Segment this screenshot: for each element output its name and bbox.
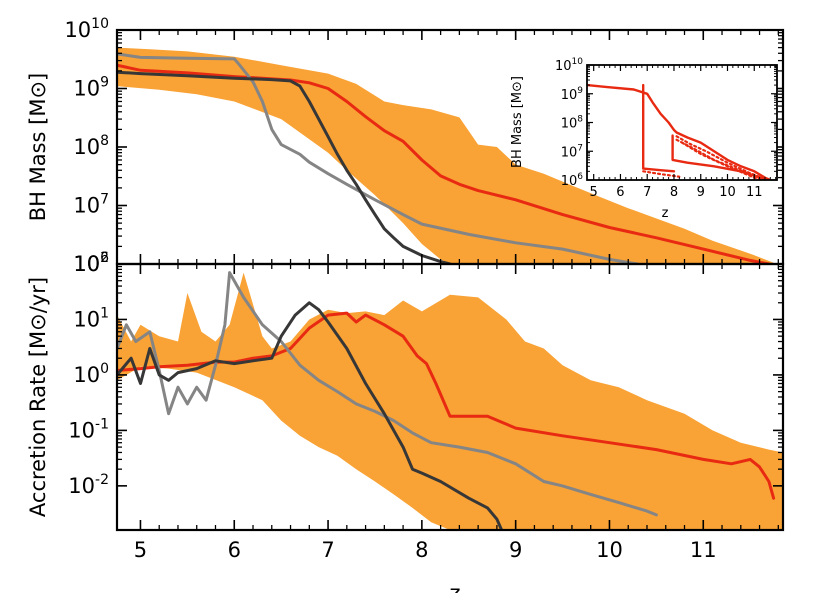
y-tick-label: 10-1 bbox=[68, 416, 109, 442]
x-tick-label: 10 bbox=[719, 185, 736, 200]
bottom-spread-band bbox=[117, 272, 783, 530]
x-tick-label: 8 bbox=[670, 185, 678, 200]
y-tick-label: 107 bbox=[561, 143, 583, 160]
series-line-2 bbox=[117, 70, 452, 264]
bottom-ylabel: Accretion Rate [M⊙/yr] bbox=[26, 277, 50, 517]
top-ylabel: BH Mass [M⊙] bbox=[26, 73, 50, 222]
x-tick-label: 6 bbox=[616, 185, 624, 200]
y-tick-label: 109 bbox=[561, 86, 584, 103]
x-tick-label: 5 bbox=[590, 185, 598, 200]
y-tick-label: 10-2 bbox=[68, 472, 109, 498]
series-line-1 bbox=[117, 271, 658, 517]
y-tick-label: 102 bbox=[73, 250, 109, 276]
x-tick-label: 5 bbox=[134, 538, 147, 562]
y-tick-label: 108 bbox=[73, 133, 109, 159]
x-tick-label: 8 bbox=[415, 538, 428, 562]
bottom-panel: 5 6 7 8 9 10 11 10-2 10-1 100 101 102 Accretion Rat… bbox=[26, 250, 785, 593]
y-tick-label: 101 bbox=[73, 305, 109, 331]
bottom-ticks: 5 6 7 8 9 10 11 10-2 10-1 100 101 102 bbox=[68, 250, 783, 562]
series-line-4 bbox=[675, 135, 769, 180]
series-line-5 bbox=[675, 138, 769, 180]
series-line-6 bbox=[680, 141, 764, 180]
x-tick-label: 7 bbox=[321, 538, 334, 562]
series-line-0 bbox=[117, 311, 776, 500]
inset-panel: 5 6 7 8 9 10 11 106 107 108 109 1010 BH Mass [M⊙] z bbox=[510, 57, 778, 221]
y-tick-label: 106 bbox=[561, 172, 584, 189]
x-tick-label: 7 bbox=[643, 185, 651, 200]
series-line-2 bbox=[117, 301, 504, 530]
x-tick-label: 9 bbox=[697, 185, 705, 200]
x-tick-label: 9 bbox=[509, 538, 522, 562]
y-tick-label: 106 bbox=[73, 250, 109, 276]
x-tick-label: 10 bbox=[596, 538, 623, 562]
inset-ticks: 5 6 7 8 9 10 11 106 107 108 109 1010 bbox=[555, 57, 777, 200]
top-series-lines bbox=[117, 52, 771, 264]
x-tick-label: 6 bbox=[228, 538, 241, 562]
bottom-series-lines bbox=[117, 271, 776, 530]
x-tick-label: 11 bbox=[746, 185, 763, 200]
series-line-3 bbox=[642, 170, 681, 178]
x-tick-label: 11 bbox=[690, 538, 717, 562]
y-tick-label: 1010 bbox=[64, 16, 109, 42]
top-spread-band bbox=[117, 47, 774, 264]
bottom-xlabel: z bbox=[449, 581, 460, 593]
spread-band bbox=[117, 47, 774, 264]
inset-ylabel: BH Mass [M⊙] bbox=[510, 76, 525, 168]
y-tick-label: 108 bbox=[561, 115, 584, 132]
y-tick-label: 1010 bbox=[555, 57, 583, 74]
y-tick-label: 107 bbox=[73, 192, 109, 218]
spread-band bbox=[117, 272, 783, 530]
y-tick-label: 100 bbox=[73, 361, 109, 387]
y-tick-label: 109 bbox=[73, 75, 109, 101]
series-line-1 bbox=[117, 52, 640, 264]
series-line-1 bbox=[642, 83, 676, 173]
inset-series-lines bbox=[587, 83, 772, 180]
inset-xlabel: z bbox=[662, 206, 669, 221]
